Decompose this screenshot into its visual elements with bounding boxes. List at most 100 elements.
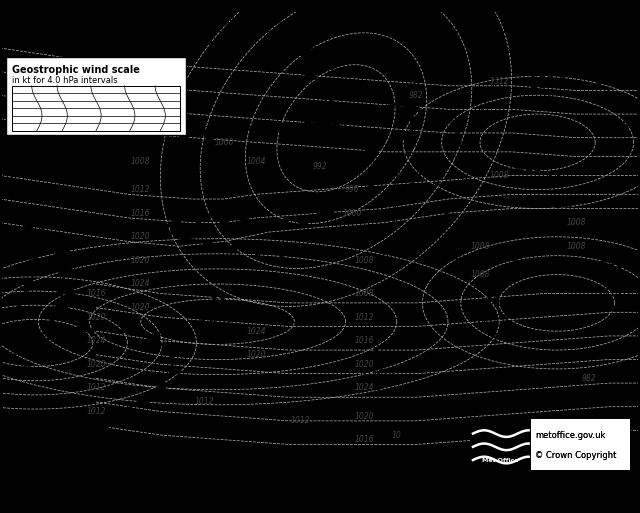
Polygon shape [21, 279, 35, 285]
Text: 992: 992 [313, 162, 327, 170]
Text: 989: 989 [318, 121, 348, 136]
Polygon shape [74, 431, 86, 441]
Polygon shape [168, 348, 180, 358]
Text: 1012: 1012 [86, 383, 106, 392]
Polygon shape [154, 130, 163, 142]
Bar [12, 86, 180, 131]
Text: 1008: 1008 [470, 242, 490, 251]
Text: 1014: 1014 [528, 76, 566, 91]
Text: 1020: 1020 [246, 350, 266, 359]
Text: Met Office: Met Office [483, 458, 519, 463]
Text: L: L [42, 131, 54, 149]
Polygon shape [167, 220, 180, 230]
Text: 996: 996 [345, 185, 359, 194]
Polygon shape [344, 199, 357, 209]
Text: 1020: 1020 [131, 303, 150, 312]
Polygon shape [217, 216, 232, 226]
Text: 1024: 1024 [246, 327, 266, 336]
Polygon shape [97, 420, 109, 430]
Text: 1000: 1000 [342, 209, 362, 218]
Polygon shape [55, 133, 64, 146]
Text: 1016: 1016 [86, 289, 106, 298]
Text: 10: 10 [392, 430, 402, 440]
Text: 1011: 1011 [595, 286, 634, 301]
Polygon shape [179, 129, 188, 141]
Text: 1020: 1020 [355, 411, 374, 421]
Polygon shape [31, 449, 43, 459]
Polygon shape [33, 216, 48, 226]
Polygon shape [204, 128, 213, 140]
Polygon shape [116, 409, 129, 419]
Polygon shape [349, 132, 364, 142]
Text: 1008: 1008 [566, 218, 586, 227]
Polygon shape [294, 217, 310, 227]
Text: 1000: 1000 [214, 138, 234, 147]
Polygon shape [363, 184, 377, 194]
Text: 1012: 1012 [195, 398, 214, 406]
Bar [6, 57, 186, 135]
Polygon shape [227, 246, 239, 254]
Polygon shape [52, 441, 65, 450]
Text: 1011: 1011 [29, 154, 67, 169]
Polygon shape [317, 101, 331, 112]
Polygon shape [276, 249, 289, 257]
Text: H: H [210, 296, 225, 314]
Text: 1012: 1012 [86, 407, 106, 416]
Text: 1020: 1020 [131, 256, 150, 265]
Text: in kt for 4.0 hPa intervals: in kt for 4.0 hPa intervals [12, 76, 117, 85]
Polygon shape [130, 131, 139, 143]
Text: L: L [372, 346, 383, 364]
Polygon shape [302, 67, 316, 77]
Text: H: H [546, 173, 561, 191]
Polygon shape [295, 30, 307, 42]
Text: L: L [20, 320, 31, 338]
Text: 1012: 1012 [131, 185, 150, 194]
Text: 1008: 1008 [566, 242, 586, 251]
Text: 1020: 1020 [86, 312, 106, 322]
Polygon shape [10, 459, 22, 469]
Text: L: L [442, 207, 454, 225]
Polygon shape [243, 220, 258, 229]
Text: 1013: 1013 [506, 159, 544, 173]
Text: Forecast chart (T+00) Valid 00 UTC Mon 10 Jun 2024: Forecast chart (T+00) Valid 00 UTC Mon 1… [117, 17, 318, 27]
Polygon shape [353, 112, 367, 123]
Text: 982: 982 [409, 91, 423, 100]
Text: 1012: 1012 [355, 312, 374, 322]
Polygon shape [253, 125, 262, 137]
Text: 1024: 1024 [86, 336, 106, 345]
Polygon shape [300, 250, 313, 258]
Polygon shape [404, 103, 418, 113]
Polygon shape [180, 236, 191, 245]
Polygon shape [25, 258, 36, 268]
Polygon shape [80, 133, 89, 145]
Polygon shape [26, 245, 40, 251]
Bar [470, 419, 531, 470]
Polygon shape [124, 325, 138, 334]
Text: © Crown Copyright: © Crown Copyright [535, 451, 616, 460]
Text: H: H [485, 291, 500, 309]
Polygon shape [309, 85, 324, 92]
Text: 1020: 1020 [131, 232, 150, 241]
Polygon shape [58, 287, 75, 294]
Text: 1025: 1025 [198, 319, 237, 334]
Text: 1008: 1008 [355, 289, 374, 298]
Polygon shape [45, 232, 61, 241]
Polygon shape [154, 383, 167, 392]
Text: metoffice.gov.uk: metoffice.gov.uk [535, 430, 605, 440]
Polygon shape [294, 12, 310, 18]
Text: H: H [607, 263, 622, 281]
Text: 1004: 1004 [246, 157, 266, 166]
Text: H: H [517, 136, 532, 154]
Text: 1008: 1008 [490, 171, 509, 180]
Text: © Crown Copyright: © Crown Copyright [535, 451, 616, 460]
Polygon shape [170, 365, 182, 376]
Polygon shape [59, 269, 76, 275]
Polygon shape [202, 242, 215, 250]
Text: 1012: 1012 [490, 76, 509, 86]
Text: 1011: 1011 [474, 314, 512, 329]
Text: H: H [540, 53, 555, 71]
Polygon shape [364, 148, 379, 158]
Polygon shape [377, 166, 390, 177]
Polygon shape [99, 321, 113, 330]
Polygon shape [76, 323, 89, 332]
